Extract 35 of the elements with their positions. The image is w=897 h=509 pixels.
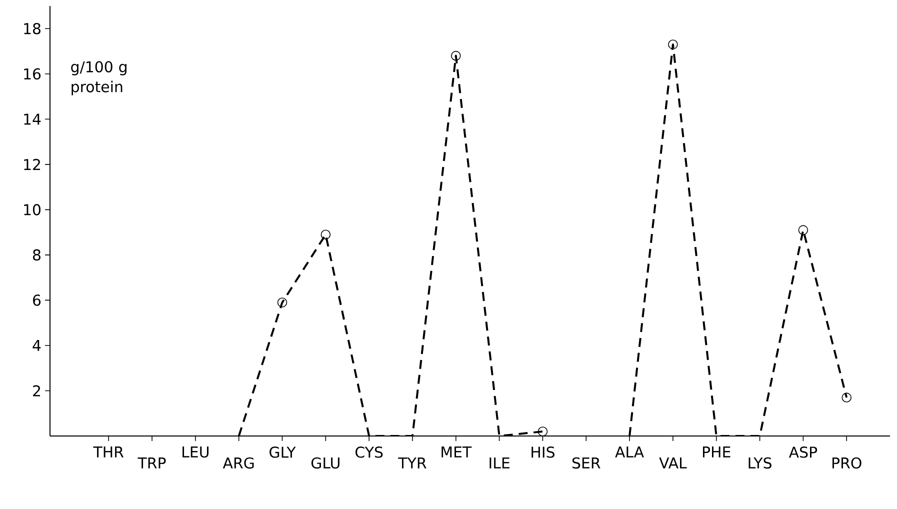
x-tick-label: CYS <box>356 446 383 458</box>
x-tick-label: THR <box>93 446 124 458</box>
point <box>320 230 331 240</box>
x-tick-label: PHE <box>702 446 730 458</box>
x-tick-label: VAL <box>659 458 687 468</box>
x-tick-label: ILE <box>490 458 510 468</box>
x-tick-label: LYS <box>748 457 772 469</box>
y-tick-label: 6 <box>33 294 41 306</box>
x-tick-label: GLY <box>270 446 296 458</box>
x-tick-label: LEU <box>182 446 208 458</box>
y-tick-label: 18 <box>24 22 40 34</box>
y-tick-label: 12 <box>24 158 40 170</box>
y-tick-label: 10 <box>24 204 41 216</box>
y-tick-label: 2 <box>33 385 40 396</box>
x-tick-label: ARG <box>222 457 254 469</box>
x-tick-label: ASP <box>788 446 818 458</box>
y-tick-label: 4 <box>32 340 41 351</box>
y-tick-label: 14 <box>24 114 41 125</box>
x-tick-label: PRO <box>832 457 862 469</box>
point <box>451 50 461 61</box>
x-tick-label: GLU <box>311 457 340 469</box>
x-tick-label: TYR <box>398 458 426 468</box>
point <box>668 40 678 50</box>
point <box>798 225 808 235</box>
x-tick-label: HIS <box>532 446 554 458</box>
y-tick-label: 8 <box>33 249 40 261</box>
y-axis-title: g/100 g protein <box>71 61 126 96</box>
point <box>277 298 288 308</box>
x-tick-label: MET <box>442 446 472 458</box>
y-tick-label: 16 <box>24 68 41 80</box>
point <box>538 426 548 436</box>
x-tick-label: SER <box>572 457 600 469</box>
x-tick-label: ALA <box>615 446 644 458</box>
x-tick-label: TRP <box>138 458 166 468</box>
point <box>842 392 852 402</box>
